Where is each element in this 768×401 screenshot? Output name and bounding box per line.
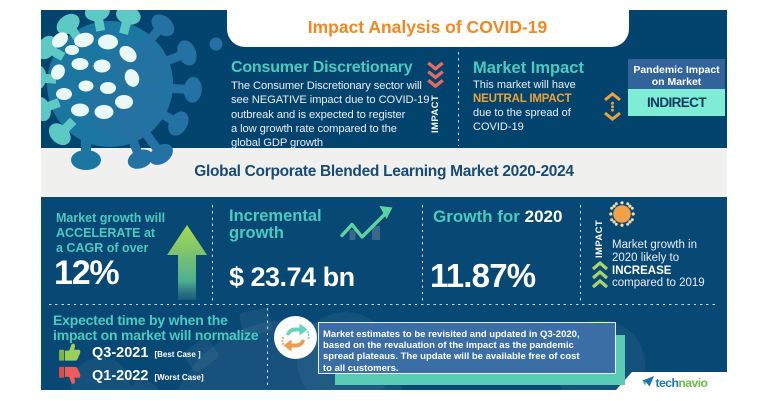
svg-text:technavio: technavio (656, 376, 708, 390)
